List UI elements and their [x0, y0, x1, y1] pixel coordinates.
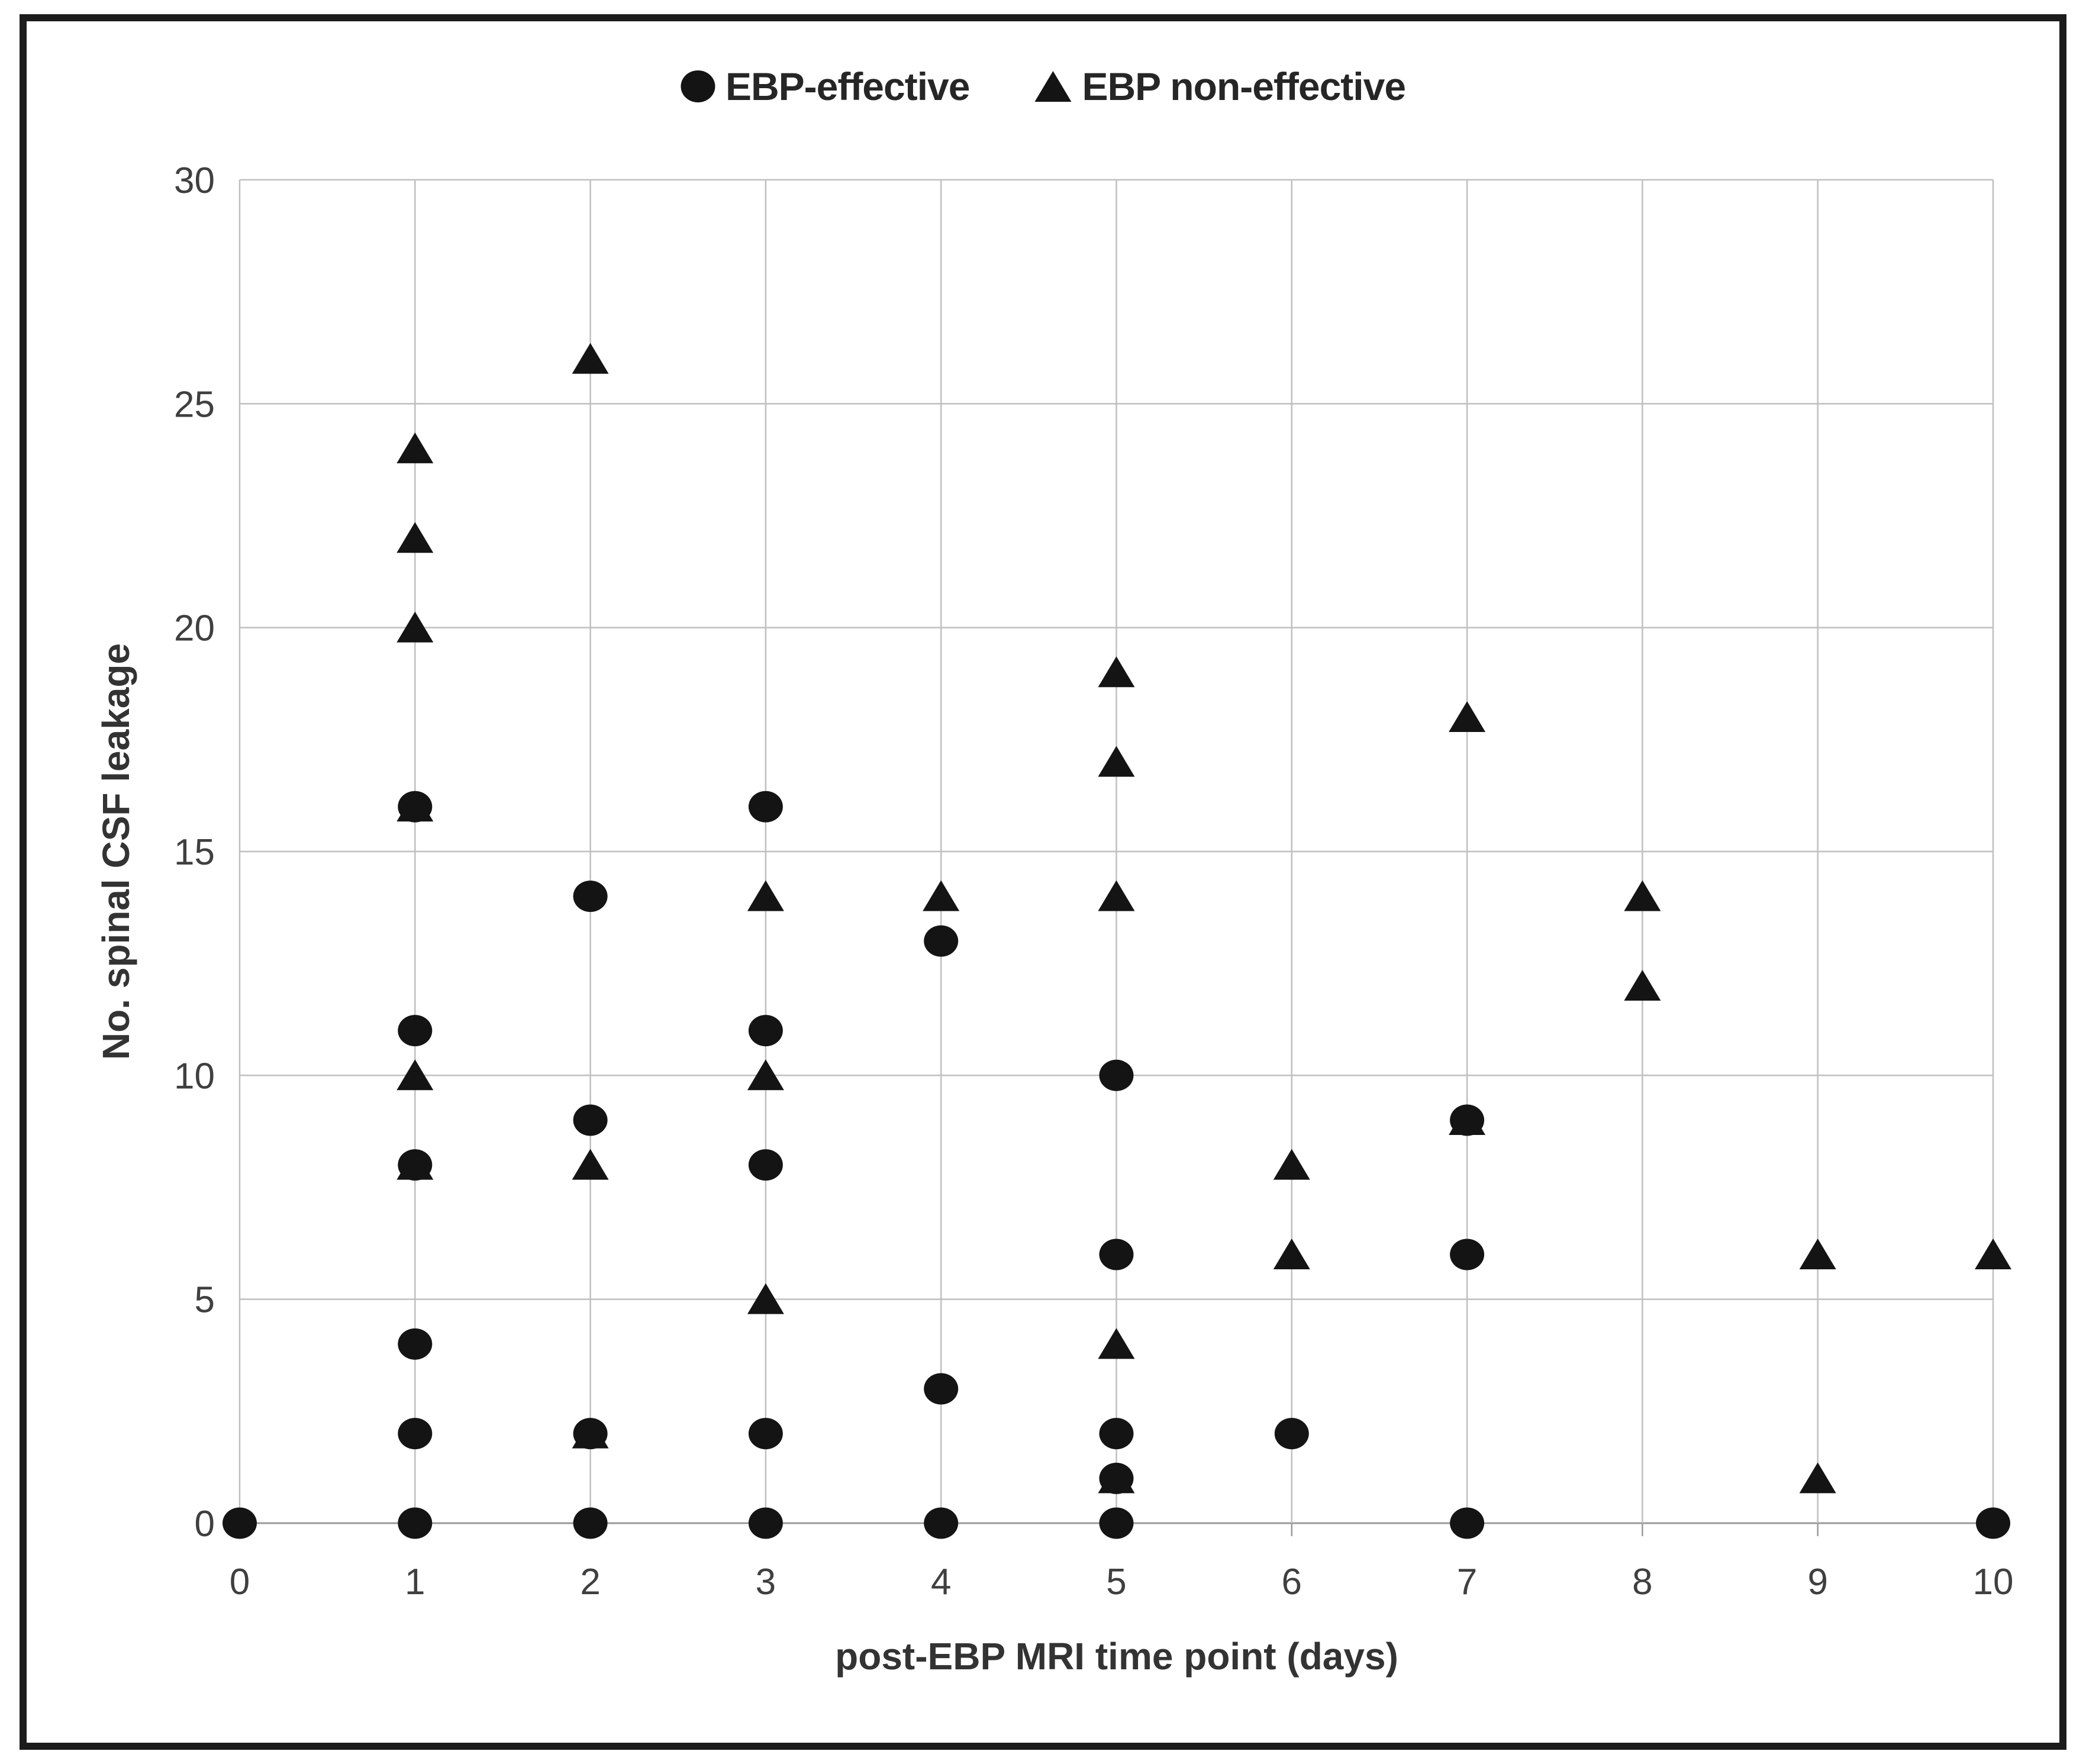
x-tick-label: 9 — [1807, 1562, 1827, 1602]
x-tick-label: 7 — [1457, 1562, 1477, 1602]
data-point-triangle — [1098, 1328, 1135, 1359]
data-point-circle — [748, 1507, 783, 1539]
x-tick-label: 5 — [1106, 1562, 1126, 1602]
data-point-triangle — [396, 611, 434, 643]
data-point-triangle — [747, 1059, 784, 1091]
x-tick-label: 4 — [931, 1562, 951, 1602]
x-tick-label: 1 — [405, 1562, 425, 1602]
data-point-triangle — [923, 880, 960, 911]
y-tick-label: 0 — [195, 1504, 215, 1544]
data-point-triangle — [747, 880, 784, 911]
data-point-circle — [1099, 1239, 1134, 1270]
data-point-circle — [1450, 1507, 1485, 1539]
legend-item-ebp-non-effective: EBP non-effective — [1034, 64, 1406, 109]
y-tick-label: 15 — [174, 832, 215, 873]
data-point-triangle — [1799, 1238, 1836, 1269]
data-point-circle — [924, 1373, 959, 1405]
y-tick-label: 20 — [174, 608, 215, 649]
data-point-circle — [924, 1507, 959, 1539]
data-point-circle — [573, 1507, 608, 1539]
data-point-triangle — [1624, 880, 1661, 911]
data-point-triangle — [1273, 1149, 1310, 1180]
data-point-triangle — [1449, 701, 1486, 732]
data-point-triangle — [1273, 1238, 1310, 1269]
data-point-circle — [1099, 1462, 1134, 1494]
data-point-circle — [573, 881, 608, 912]
data-point-circle — [1450, 1239, 1485, 1270]
data-point-circle — [748, 1149, 783, 1181]
data-point-circle — [398, 1418, 433, 1450]
x-tick-label: 2 — [580, 1562, 600, 1602]
data-point-triangle — [1098, 880, 1135, 911]
x-tick-label: 10 — [1973, 1562, 2014, 1602]
data-point-circle — [1099, 1418, 1134, 1450]
data-point-circle — [223, 1507, 257, 1539]
data-point-triangle — [572, 343, 609, 374]
data-point-circle — [924, 925, 959, 957]
circle-marker-icon — [680, 70, 715, 102]
y-tick-label: 30 — [174, 160, 215, 201]
data-point-triangle — [747, 1283, 784, 1314]
legend-label-ebp-effective: EBP-effective — [725, 65, 970, 108]
data-point-circle — [1450, 1104, 1485, 1136]
data-point-circle — [398, 791, 433, 823]
triangle-marker-icon — [1034, 71, 1072, 102]
data-point-triangle — [396, 522, 434, 553]
data-point-triangle — [1799, 1462, 1836, 1494]
data-point-circle — [573, 1104, 608, 1136]
data-point-triangle — [396, 432, 434, 463]
legend: EBP-effective EBP non-effective — [680, 64, 1406, 109]
x-tick-label: 0 — [230, 1562, 250, 1602]
legend-item-ebp-effective: EBP-effective — [680, 64, 970, 109]
data-point-circle — [748, 791, 783, 823]
data-point-circle — [1099, 1059, 1134, 1091]
legend-label-ebp-non-effective: EBP non-effective — [1082, 65, 1406, 108]
data-point-triangle — [1098, 656, 1135, 688]
figure-frame — [20, 14, 2066, 1750]
x-tick-label: 3 — [756, 1562, 776, 1602]
y-tick-label: 25 — [174, 384, 215, 425]
data-point-circle — [398, 1328, 433, 1360]
data-point-circle — [1976, 1507, 2010, 1539]
data-point-triangle — [1098, 746, 1135, 777]
y-axis-title: No. spinal CSF leakage — [95, 643, 137, 1060]
data-point-circle — [398, 1015, 433, 1047]
data-point-circle — [1274, 1418, 1309, 1450]
data-point-triangle — [1975, 1238, 2011, 1269]
x-tick-label: 8 — [1632, 1562, 1652, 1602]
data-point-circle — [398, 1149, 433, 1181]
x-axis-title: post-EBP MRI time point (days) — [835, 1635, 1398, 1678]
y-tick-label: 10 — [174, 1056, 215, 1097]
data-point-circle — [398, 1507, 433, 1539]
data-point-circle — [573, 1418, 608, 1450]
data-point-triangle — [572, 1149, 609, 1180]
data-point-circle — [748, 1015, 783, 1047]
data-point-triangle — [396, 1059, 434, 1091]
data-point-circle — [748, 1418, 783, 1450]
y-tick-label: 5 — [195, 1280, 215, 1321]
data-point-circle — [1099, 1507, 1134, 1539]
data-point-triangle — [1624, 969, 1661, 1001]
x-tick-label: 6 — [1282, 1562, 1302, 1602]
